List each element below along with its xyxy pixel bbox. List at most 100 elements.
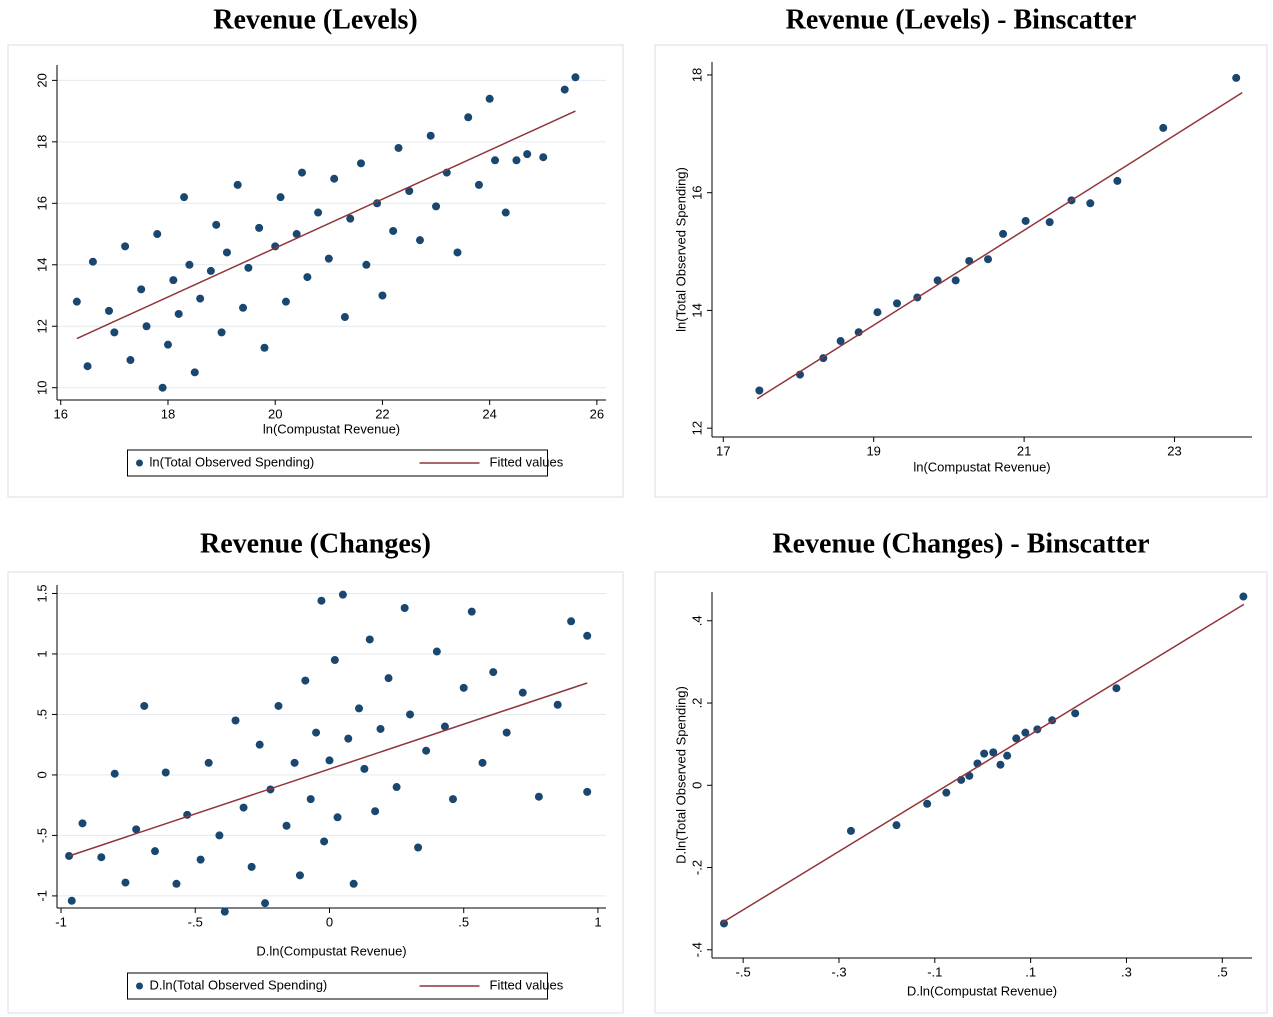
y-tick-label: -.5 <box>34 828 49 843</box>
point <box>317 596 326 605</box>
y-tick-label: .4 <box>689 615 704 626</box>
point <box>440 722 449 731</box>
point <box>247 862 256 871</box>
y-tick-label: 12 <box>34 319 49 333</box>
fit-line <box>76 110 576 340</box>
fit-line <box>756 91 1243 400</box>
point <box>485 94 494 103</box>
point <box>942 788 951 797</box>
point <box>312 728 321 737</box>
point <box>999 229 1008 238</box>
point <box>365 635 374 644</box>
point <box>196 855 205 864</box>
point <box>83 362 92 371</box>
point <box>330 174 339 183</box>
point <box>1232 73 1241 82</box>
point <box>325 756 334 765</box>
point <box>301 676 310 685</box>
x-tick-label: 23 <box>1167 443 1181 458</box>
point <box>290 758 299 767</box>
point <box>422 746 431 755</box>
point <box>110 328 119 337</box>
y-axis-label: D.ln(Total Observed Spending) <box>673 686 688 864</box>
point <box>415 236 424 245</box>
x-tick-label: 18 <box>161 406 175 421</box>
y-tick-label: 1.5 <box>34 584 49 602</box>
point <box>185 260 194 269</box>
point <box>371 807 380 816</box>
x-tick-label: .5 <box>1217 964 1228 979</box>
point <box>222 248 231 257</box>
x-tick-label: 21 <box>1017 443 1031 458</box>
point <box>502 728 511 737</box>
point <box>180 193 189 202</box>
panel-frame <box>654 44 1268 498</box>
point <box>892 821 901 830</box>
point <box>376 724 385 733</box>
y-axis-label: ln(Total Observed Spending) <box>673 167 688 332</box>
x-tick-label: 24 <box>482 406 496 421</box>
x-tick-label: 1 <box>594 914 601 929</box>
legend-marker <box>136 982 143 990</box>
point <box>512 156 521 165</box>
point <box>330 656 339 665</box>
x-axis-label: D.ln(Compustat Revenue) <box>256 943 406 958</box>
point <box>97 853 106 862</box>
point <box>392 783 401 792</box>
point <box>150 847 159 856</box>
chart-title: Revenue (Levels) <box>213 4 418 35</box>
point <box>140 701 149 710</box>
x-tick-label: -.5 <box>188 914 203 929</box>
y-tick-label: -.2 <box>689 860 704 875</box>
point <box>169 276 178 285</box>
y-tick-label: 14 <box>689 303 704 317</box>
point <box>206 266 215 275</box>
point <box>989 748 998 757</box>
y-tick-label: .2 <box>689 698 704 709</box>
point <box>346 214 355 223</box>
point <box>583 631 592 640</box>
legend-label: ln(Total Observed Spending) <box>150 454 315 469</box>
point <box>1113 176 1122 185</box>
point <box>755 386 764 395</box>
point <box>132 825 141 834</box>
point <box>414 843 423 852</box>
y-tick-label: 16 <box>689 185 704 199</box>
point <box>161 768 170 777</box>
point <box>88 257 97 266</box>
point <box>571 73 580 82</box>
point <box>560 85 569 94</box>
x-tick-label: 16 <box>54 406 68 421</box>
chart-title: Revenue (Levels) - Binscatter <box>786 4 1137 35</box>
point <box>539 153 548 162</box>
point <box>126 356 135 365</box>
x-tick-label: -.3 <box>831 964 846 979</box>
point <box>1086 199 1095 208</box>
point <box>984 255 993 264</box>
point <box>389 226 398 235</box>
panel-frame <box>7 44 624 498</box>
point <box>873 308 882 317</box>
x-axis-label: ln(Compustat Revenue) <box>263 421 400 436</box>
point <box>923 799 932 808</box>
point <box>846 826 855 835</box>
point <box>306 795 315 804</box>
point <box>255 740 264 749</box>
point <box>217 328 226 337</box>
point <box>360 764 369 773</box>
point <box>333 813 342 822</box>
point <box>281 297 290 306</box>
point <box>491 156 500 165</box>
point <box>432 647 441 656</box>
y-tick-label: 16 <box>34 196 49 210</box>
point <box>244 263 253 272</box>
point <box>448 795 457 804</box>
point <box>215 831 224 840</box>
point <box>233 180 242 189</box>
point <box>1071 709 1080 718</box>
y-tick-label: -1 <box>34 890 49 902</box>
point <box>534 792 543 801</box>
point <box>261 899 270 908</box>
point <box>276 193 285 202</box>
point <box>583 787 592 796</box>
